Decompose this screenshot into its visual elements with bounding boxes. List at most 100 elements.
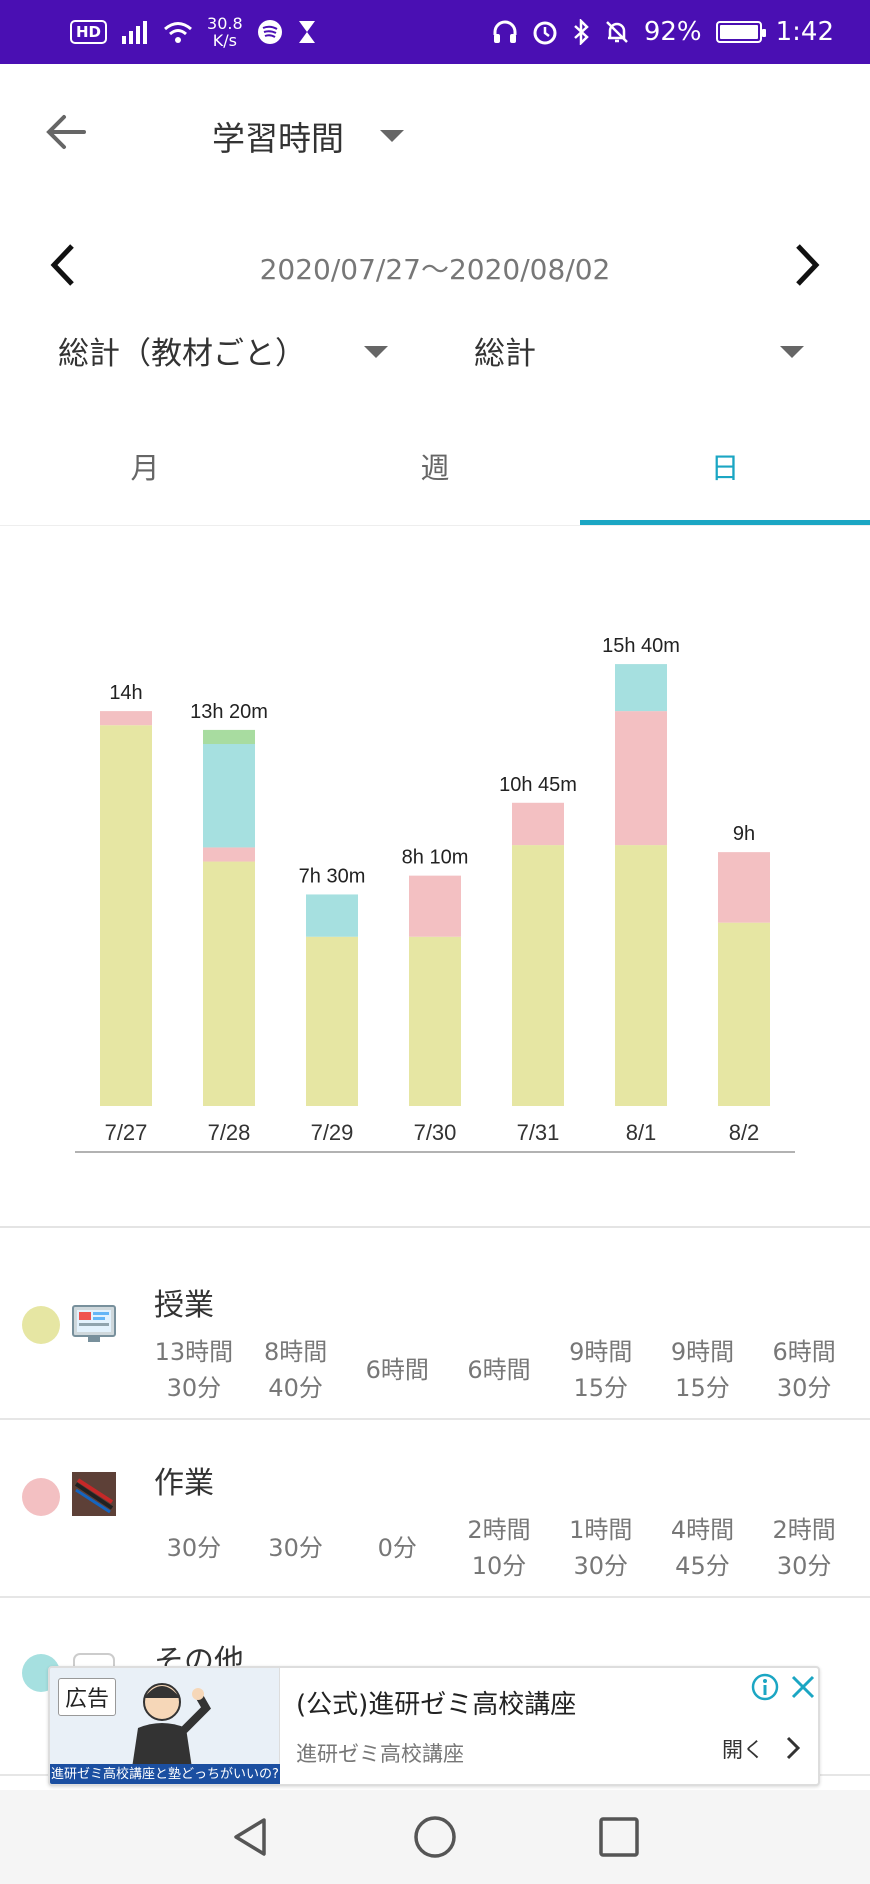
x-tick-label: 7/29 xyxy=(311,1120,354,1145)
category-value-7: 6時間 30分 xyxy=(753,1334,855,1406)
category-name: 授業 xyxy=(154,1288,214,1323)
chevron-right-icon[interactable] xyxy=(782,1730,804,1766)
battery-icon xyxy=(715,21,766,43)
category-value-4: 6時間 xyxy=(448,1334,550,1406)
active-tab-indicator xyxy=(580,520,870,525)
ad-image-caption: 進研ゼミ高校講座と塾どっちがいいの? xyxy=(50,1764,280,1784)
battery-percent: 92% xyxy=(643,17,702,47)
value-line: 6時間 xyxy=(772,1338,836,1366)
alarm-icon xyxy=(533,21,557,45)
section-divider xyxy=(0,1226,870,1228)
value-line: 10分 xyxy=(471,1552,527,1580)
bar-segment-8/1-s1 xyxy=(615,711,667,846)
value-line: 13時間 xyxy=(154,1338,234,1366)
category-name: 作業 xyxy=(154,1466,214,1501)
home-circle-icon[interactable] xyxy=(410,1812,460,1862)
bar-segment-7/28-s0 xyxy=(203,861,255,1106)
ad-person-illustration xyxy=(132,1683,211,1768)
bar-segment-8/1-s0 xyxy=(615,845,667,1106)
study-time-chart: 14h 7/27 13h 20m 7/28 7h 30m 7/29 8h 10m 7/30 10… xyxy=(0,546,870,1166)
filter-right-dropdown[interactable]: 総計 xyxy=(474,328,814,373)
x-tick-label: 7/27 xyxy=(105,1120,148,1145)
ad-badge: 広告 xyxy=(58,1678,117,1716)
category-value-2: 8時間 40分 xyxy=(245,1334,347,1406)
category-color-dot xyxy=(22,1478,60,1516)
x-tick-label: 8/1 xyxy=(626,1120,657,1145)
hourglass-icon xyxy=(298,21,315,43)
title-dropdown[interactable]: 学習時間 xyxy=(212,112,404,160)
net-speed: 30.8 K/s xyxy=(207,15,243,49)
clock: 1:42 xyxy=(775,17,834,47)
value-line: 1時間 xyxy=(569,1516,633,1544)
monitor-icon xyxy=(72,1305,116,1342)
tab-day[interactable]: 日 xyxy=(710,451,740,485)
value-line: 9時間 xyxy=(569,1338,633,1366)
ad-image[interactable]: 広告 進研ゼミ高校講座と塾どっちがいいの? xyxy=(50,1668,280,1784)
category-value-2: 30分 xyxy=(245,1512,347,1584)
tab-week[interactable]: 週 xyxy=(420,451,450,485)
bar-total-label: 14h xyxy=(109,682,142,704)
pens-icon xyxy=(72,1472,116,1516)
status-bar: HD 30.8 K/s xyxy=(0,0,870,64)
bar-total-label: 8h 10m xyxy=(402,847,469,869)
bar-segment-7/28-s3 xyxy=(203,729,255,745)
ad-banner[interactable]: 広告 進研ゼミ高校講座と塾どっちがいいの? (公式)進研ゼミ高校講座 進研ゼミ高… xyxy=(48,1666,820,1786)
category-value-3: 0分 xyxy=(346,1512,448,1584)
value-line: 30分 xyxy=(573,1552,628,1580)
value-line: 2時間 xyxy=(772,1516,836,1544)
category-value-1: 30分 xyxy=(143,1512,245,1584)
x-tick-label: 7/31 xyxy=(517,1120,560,1145)
category-row-lecture[interactable]: 授業 13時間 30分 8時間 40分 6時間 6時間 9時間 15分 9時間 15分 6時間 30分 xyxy=(0,1242,870,1420)
close-icon[interactable] xyxy=(788,1672,818,1702)
page-title: 学習時間 xyxy=(212,119,344,158)
dropdown-triangle-icon xyxy=(780,346,804,358)
value-line: 15分 xyxy=(675,1374,730,1402)
system-nav-bar xyxy=(0,1790,870,1884)
stacked-bar-chart: 14h 7/27 13h 20m 7/28 7h 30m 7/29 8h 10m 7/30 10… xyxy=(75,635,795,1153)
value-line: 30分 xyxy=(776,1552,832,1580)
value-line: 45分 xyxy=(675,1552,730,1580)
x-tick-label: 7/28 xyxy=(208,1120,251,1145)
bar-total-label: 15h 40m xyxy=(602,635,680,657)
app-header: 学習時間 xyxy=(0,64,870,200)
recents-square-icon[interactable] xyxy=(594,1812,644,1862)
category-value-5: 1時間 30分 xyxy=(550,1512,652,1584)
category-values: 30分 30分 0分 2時間 10分 1時間 30分 4時間 45分 2時間 30分 xyxy=(143,1512,855,1584)
bar-segment-7/29-s0 xyxy=(306,936,358,1106)
ad-open-button[interactable]: 開く xyxy=(722,1738,764,1762)
back-arrow-icon[interactable] xyxy=(40,104,96,160)
filter-row: 総計（教材ごと） 総計 xyxy=(0,322,870,382)
value-line: 30分 xyxy=(166,1534,222,1562)
bar-segment-7/30-s1 xyxy=(409,875,461,937)
bar-segment-7/29-s2 xyxy=(306,894,358,937)
value-line: 30分 xyxy=(268,1534,323,1562)
value-line: 0分 xyxy=(377,1534,417,1562)
mute-icon xyxy=(605,21,628,43)
bar-segment-7/28-s1 xyxy=(203,847,255,862)
category-color-dot xyxy=(22,1306,60,1344)
bar-segment-7/27-s1 xyxy=(100,711,152,726)
filter-left-dropdown[interactable]: 総計（教材ごと） xyxy=(58,328,398,373)
x-tick-label: 8/2 xyxy=(729,1120,760,1145)
category-values: 13時間 30分 8時間 40分 6時間 6時間 9時間 15分 9時間 15分 6時間 30分 xyxy=(143,1334,855,1406)
info-icon[interactable] xyxy=(750,1672,780,1702)
chevron-right-icon[interactable] xyxy=(788,240,828,290)
bar-segment-7/31-s1 xyxy=(512,802,564,846)
chevron-left-icon[interactable] xyxy=(42,240,82,290)
net-speed-unit: K/s xyxy=(212,31,237,50)
bar-segment-8/1-s2 xyxy=(615,664,667,712)
value-line: 30分 xyxy=(776,1374,832,1402)
category-value-6: 9時間 15分 xyxy=(652,1334,754,1406)
headphones-icon xyxy=(493,20,517,43)
bar-total-label: 9h xyxy=(733,823,755,845)
tab-month[interactable]: 月 xyxy=(130,451,160,485)
spotify-icon xyxy=(257,20,282,44)
category-row-work[interactable]: 作業 30分 30分 0分 2時間 10分 1時間 30分 4時間 45分 2時間 30分 xyxy=(0,1420,870,1598)
bar-total-label: 7h 30m xyxy=(299,865,366,887)
date-range: 2020/07/27～2020/08/02 xyxy=(259,253,611,286)
back-triangle-icon[interactable] xyxy=(226,1812,276,1862)
category-value-5: 9時間 15分 xyxy=(550,1334,652,1406)
date-range-row: 2020/07/27～2020/08/02 xyxy=(0,232,870,300)
net-speed-value: 30.8 xyxy=(207,14,243,33)
period-tabs: 月 週 日 xyxy=(0,430,870,526)
